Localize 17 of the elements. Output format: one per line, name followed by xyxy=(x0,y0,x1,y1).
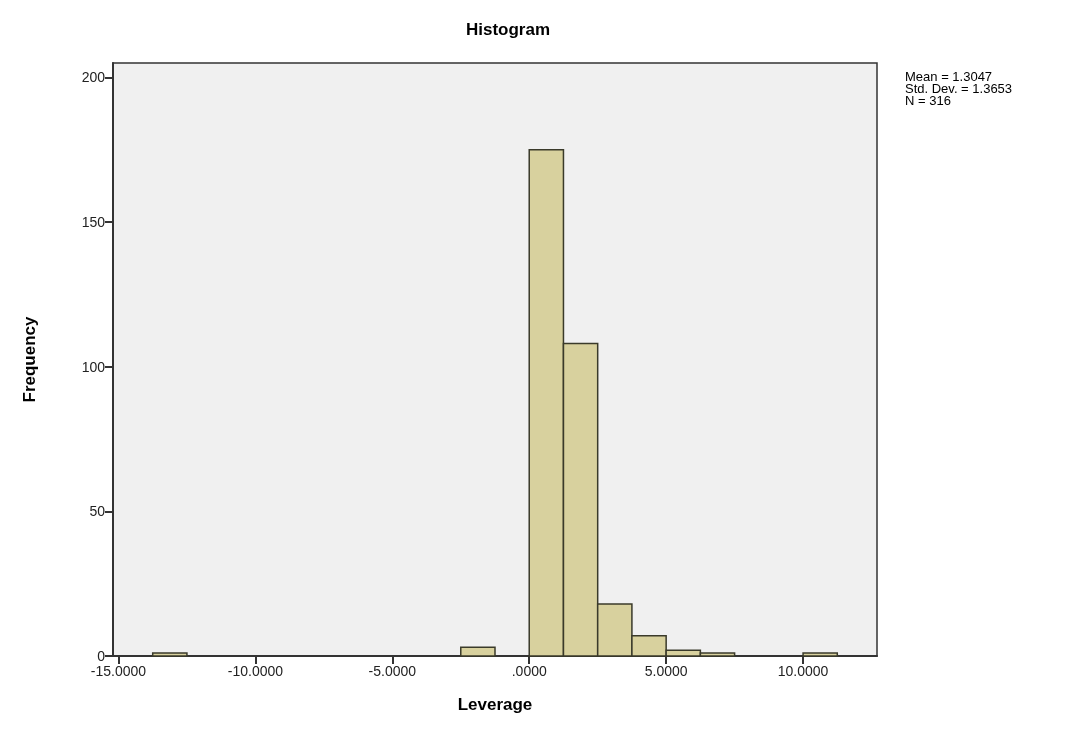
y-tick-label: 200 xyxy=(81,69,106,86)
text: Mean = 1.3047 xyxy=(905,69,993,84)
y-tick-label: 100 xyxy=(81,358,106,375)
x-tick-label: .0000 xyxy=(511,663,547,679)
x-tick-label: 10.0000 xyxy=(777,663,829,679)
x-axis-title: Leverage xyxy=(457,695,533,714)
y-axis-title: Frequency xyxy=(20,315,39,403)
x-tick-label: -5.0000 xyxy=(368,663,417,679)
y-tick-label: 150 xyxy=(81,214,106,231)
y-tick-label: 50 xyxy=(89,503,106,520)
x-tick-label: 5.0000 xyxy=(644,663,688,679)
y-tick-label: 0 xyxy=(97,648,106,664)
x-tick-label: -10.0000 xyxy=(227,663,284,679)
chart-title: Histogram xyxy=(465,20,551,39)
text: N = 316 xyxy=(905,93,951,108)
x-tick-label: -15.0000 xyxy=(90,663,147,679)
text: Std. Dev. = 1.3653 xyxy=(905,81,1013,96)
